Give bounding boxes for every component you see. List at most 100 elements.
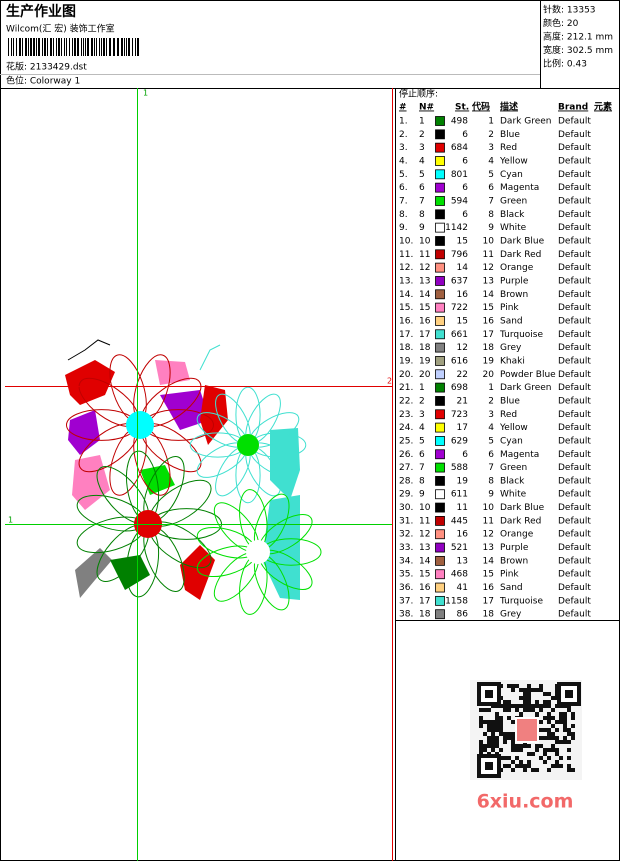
qr-cell <box>547 768 551 772</box>
flower-center <box>237 434 259 456</box>
description: Khaki <box>500 356 525 366</box>
stitch-count: 616 <box>451 356 468 366</box>
qr-cell <box>527 684 531 688</box>
qr-cell <box>527 764 531 768</box>
brand: Default <box>558 490 591 500</box>
barcode <box>8 38 139 56</box>
guide-marker: 1 <box>8 516 13 525</box>
column-header: # <box>399 103 407 113</box>
color-code: 5 <box>488 436 494 446</box>
brand: Default <box>558 356 591 366</box>
preview: 1 2 1 <box>5 88 393 861</box>
qr-cell <box>515 684 519 688</box>
brand: Default <box>558 530 591 540</box>
qr-cell <box>535 712 539 716</box>
description: Black <box>500 476 525 486</box>
qr-cell <box>547 712 551 716</box>
bar-stripe <box>77 38 79 56</box>
qr-cell <box>543 748 547 752</box>
qr-cell <box>499 724 503 728</box>
qr-cell <box>547 704 551 708</box>
qr-cell <box>555 760 559 764</box>
qr-cell <box>527 760 531 764</box>
bar-stripe <box>113 38 115 56</box>
color-swatch <box>435 489 445 500</box>
qr-cell <box>483 744 487 748</box>
color-code: 14 <box>483 290 495 300</box>
description: Magenta <box>500 183 539 193</box>
qr-cell <box>483 720 487 724</box>
stop-number: 17. <box>399 330 413 340</box>
qr-cell <box>551 724 555 728</box>
stitch-count: 11 <box>457 503 468 513</box>
stop-number: 25. <box>399 436 413 446</box>
color-swatch <box>435 609 445 620</box>
color-code: 8 <box>488 210 494 220</box>
qr-cell <box>507 684 511 688</box>
brand: Default <box>558 236 591 246</box>
qr-cell <box>551 736 555 740</box>
qr-cell <box>487 720 491 724</box>
qr-cell <box>531 688 535 692</box>
qr-cell <box>519 696 523 700</box>
qr-cell <box>555 728 559 732</box>
needle-number: 13 <box>419 276 430 286</box>
qr-cell <box>531 768 535 772</box>
needle-number: 13 <box>419 543 430 553</box>
color-code: 16 <box>483 583 495 593</box>
stop-number: 16. <box>399 316 413 326</box>
qr-cell <box>527 692 531 696</box>
stop-number: 19. <box>399 356 413 366</box>
stop-number: 22. <box>399 396 413 406</box>
color-code: 4 <box>488 156 494 166</box>
description: Orange <box>500 263 534 273</box>
qr-cell <box>559 712 563 716</box>
qr-cell <box>563 720 567 724</box>
description: White <box>500 223 527 233</box>
color-swatch <box>435 209 445 220</box>
qr-cell <box>511 688 515 692</box>
qr-cell <box>523 704 527 708</box>
stop-number: 12. <box>399 263 413 273</box>
brand: Default <box>558 196 591 206</box>
stitch-count: 521 <box>451 543 468 553</box>
qr-cell <box>495 716 499 720</box>
qr-cell <box>511 744 515 748</box>
stop-number: 5. <box>399 170 408 180</box>
bar-stripe <box>69 38 70 56</box>
qr-cell <box>551 716 555 720</box>
bar-stripe <box>121 38 123 56</box>
qr-cell <box>555 740 559 744</box>
qr-cell <box>519 744 523 748</box>
color-code: 7 <box>488 463 494 473</box>
needle-number: 8 <box>419 210 425 220</box>
stitch-count: 468 <box>451 570 468 580</box>
qr-cell <box>503 704 507 708</box>
needle-number: 19 <box>419 356 431 366</box>
stop-number: 30. <box>399 503 413 513</box>
description: Red <box>500 410 517 420</box>
bar-stripe <box>101 38 102 56</box>
bar-stripe <box>64 38 65 56</box>
needle-number: 11 <box>419 250 430 260</box>
stitch-count: 19 <box>457 476 469 486</box>
fill-block <box>262 495 300 600</box>
qr-cell <box>499 720 503 724</box>
color-code: 1 <box>488 117 494 127</box>
description: Dark Red <box>500 250 541 260</box>
column-header: 代码 <box>471 101 490 113</box>
qr-cell <box>543 728 547 732</box>
qr-cell <box>539 688 543 692</box>
color-code: 18 <box>483 610 495 620</box>
stitch-count: 22 <box>457 370 468 380</box>
color-swatch <box>435 236 445 246</box>
flower-center <box>126 411 154 439</box>
brand: Default <box>558 596 591 606</box>
qr-cell <box>523 692 527 696</box>
qr-cell <box>551 696 555 700</box>
description: Dark Blue <box>500 236 545 246</box>
bar-stripe <box>19 38 21 56</box>
bar-stripe <box>83 38 84 56</box>
qr-cell <box>527 696 531 700</box>
stop-number: 1. <box>399 117 408 127</box>
